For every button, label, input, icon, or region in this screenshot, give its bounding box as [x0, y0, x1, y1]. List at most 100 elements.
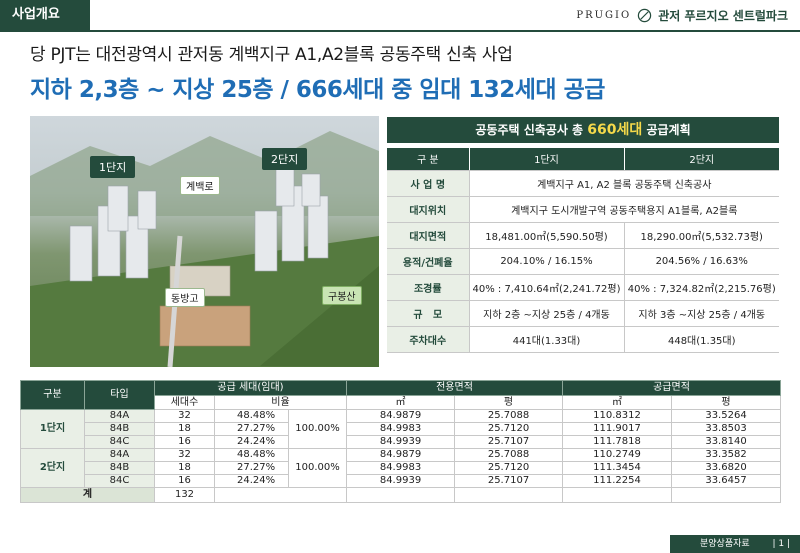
footer-label: 분양상품자료: [670, 535, 800, 553]
plan-value-merged: 계백지구 도시개발구역 공동주택용지 A1블록, A2블록: [469, 196, 779, 223]
plan-value-block1: 204.10% / 16.15%: [469, 248, 625, 275]
unit-sup-pyeong: 33.3582: [671, 448, 782, 462]
brand-name: 관저 푸르지오 센트럴파크: [658, 9, 788, 23]
plan-label: 조경률: [387, 274, 470, 301]
unit-type: 84A: [84, 409, 155, 423]
unit-ex-pyeong: 25.7120: [454, 422, 564, 436]
aerial-illustration: [30, 131, 379, 367]
unit-ex-sqm: 84.9939: [346, 474, 456, 488]
table-row: 1단지 84A 32 48.48% 100.00% 84.9879 25.708…: [20, 409, 782, 449]
unit-sup-pyeong: 33.5264: [671, 409, 782, 423]
unit-total-label: 계: [20, 487, 155, 503]
top-bar: 사업개요 PRUGIO 관저 푸르지오 센트럴파크: [0, 0, 800, 30]
brand-logo: PRUGIO: [576, 10, 632, 21]
plan-row-scale: 규 모 지하 2층 ~지상 25층 / 4개동 지하 3층 ~지상 25층 / …: [387, 300, 779, 327]
table-row: 84C 16 24.24% 84.9939 25.7107 111.2254 3…: [21, 474, 782, 488]
unit-ex-pyeong: 25.7120: [454, 461, 564, 475]
supply-plan-table: 구 분 1단지 2단지 사 업 명 계백지구 A1, A2 블록 공동주택 신축…: [387, 148, 779, 353]
unit-ex-pyeong: 25.7088: [454, 409, 564, 423]
unit-ex-sqm: 84.9879: [346, 409, 456, 423]
plan-row-project-name: 사 업 명 계백지구 A1, A2 블록 공동주택 신축공사: [387, 170, 779, 197]
plan-label: 주차대수: [387, 326, 470, 353]
plan-value-block2: 지하 3층 ~지상 25층 / 4개동: [624, 300, 779, 327]
unit-sup-sqm: 110.2749: [562, 448, 673, 462]
unit-subheader-households: 세대수: [154, 395, 215, 410]
unit-group-block2: 2단지: [20, 448, 85, 488]
unit-count: 18: [154, 461, 215, 475]
unit-ratio: 27.27%: [214, 461, 289, 475]
unit-header-type: 타입: [84, 380, 155, 410]
road-label: 계백로: [180, 176, 220, 195]
unit-total-empty: [671, 487, 782, 503]
plan-row-landscape: 조경률 40% : 7,410.64㎡(2,241.72평) 40% : 7,3…: [387, 274, 779, 301]
unit-ratio: 24.24%: [214, 474, 289, 488]
plan-row-location: 대지위치 계백지구 도시개발구역 공동주택용지 A1블록, A2블록: [387, 196, 779, 223]
unit-sup-sqm: 111.9017: [562, 422, 673, 436]
unit-subtotal-ratio: 100.00%: [287, 409, 348, 449]
plan-label: 사 업 명: [387, 170, 470, 197]
unit-ex-sqm: 84.9879: [346, 448, 456, 462]
unit-subheader-row: 세대수 비율 ㎡ 평 ㎡ 평: [21, 395, 782, 410]
school-label: 동방고: [165, 288, 205, 307]
headline-scale: 지하 2,3층 ~ 지상 25층 / 666세대 중 임대 132세대 공급: [30, 77, 605, 103]
plan-value-merged: 계백지구 A1, A2 블록 공동주택 신축공사: [469, 170, 779, 197]
unit-type: 84B: [84, 461, 155, 475]
unit-total-empty: [346, 487, 456, 503]
unit-area-table: 구분 타입 공급 세대(임대) 전용면적 공급면적 세대수 비율 ㎡ 평 ㎡ 평…: [20, 380, 782, 503]
unit-sup-sqm: 111.3454: [562, 461, 673, 475]
plan-label: 규 모: [387, 300, 470, 327]
plan-value-block2: 204.56% / 16.63%: [624, 248, 779, 275]
unit-ex-sqm: 84.9983: [346, 461, 456, 475]
section-title: 사업개요: [0, 0, 90, 30]
plan-value-block2: 448대(1.35대): [624, 326, 779, 353]
unit-sup-sqm: 111.7818: [562, 435, 673, 449]
plan-title: 공동주택 신축공사 총 660세대 공급계획: [387, 117, 779, 143]
unit-count: 16: [154, 474, 215, 488]
plan-title-prefix: 공동주택 신축공사 총: [475, 123, 584, 137]
unit-subheader-ex-sqm: ㎡: [346, 395, 456, 410]
plan-row-parking: 주차대수 441대(1.33대) 448대(1.35대): [387, 326, 779, 353]
unit-subheader-sup-sqm: ㎡: [562, 395, 673, 410]
table-row: 84C 16 24.24% 84.9939 25.7107 111.7818 3…: [21, 435, 782, 449]
headline-project: 당 PJT는 대전광역시 관저동 계백지구 A1,A2블록 공동주택 신축 사업: [30, 45, 513, 65]
unit-ratio: 48.48%: [214, 409, 289, 423]
plan-value-block1: 441대(1.33대): [469, 326, 625, 353]
unit-type: 84C: [84, 474, 155, 488]
unit-ex-pyeong: 25.7107: [454, 435, 564, 449]
table-row: 2단지 84A 32 48.48% 100.00% 84.9879 25.708…: [20, 448, 782, 488]
plan-header-row: 구 분 1단지 2단지: [387, 148, 779, 171]
unit-ratio: 24.24%: [214, 435, 289, 449]
unit-count: 32: [154, 448, 215, 462]
plan-value-block1: 40% : 7,410.64㎡(2,241.72평): [469, 274, 625, 301]
unit-sup-sqm: 110.8312: [562, 409, 673, 423]
page-number: | 1 |: [772, 539, 790, 549]
unit-total-count: 132: [154, 487, 215, 503]
brand: PRUGIO 관저 푸르지오 센트럴파크: [576, 7, 788, 24]
unit-count: 16: [154, 435, 215, 449]
table-row: 84B 18 27.27% 84.9983 25.7120 111.3454 3…: [21, 461, 782, 475]
footer: 분양상품자료 | 1 |: [0, 535, 800, 553]
unit-subheader-ex-pyeong: 평: [454, 395, 564, 410]
unit-type: 84C: [84, 435, 155, 449]
plan-header-category: 구 분: [387, 148, 470, 171]
plan-header-block1: 1단지: [469, 148, 625, 171]
unit-subheader-sup-pyeong: 평: [671, 395, 782, 410]
plan-value-block1: 18,481.00㎡(5,590.50평): [469, 222, 625, 249]
unit-ex-sqm: 84.9939: [346, 435, 456, 449]
block2-label: 2단지: [262, 148, 308, 170]
plan-title-suffix: 공급계획: [646, 123, 691, 137]
unit-header-row: 구분 타입 공급 세대(임대) 전용면적 공급면적: [20, 380, 782, 410]
unit-ratio: 27.27%: [214, 422, 289, 436]
brand-leaf-icon: [638, 8, 652, 23]
unit-header-supply: 공급 세대(임대): [153, 380, 348, 396]
unit-subheader-ratio: 비율: [213, 395, 348, 410]
plan-row-site-area: 대지면적 18,481.00㎡(5,590.50평) 18,290.00㎡(5,…: [387, 222, 779, 249]
unit-header-group: 구분: [20, 380, 85, 410]
unit-type: 84B: [84, 422, 155, 436]
unit-ex-pyeong: 25.7088: [454, 448, 564, 462]
plan-label: 대지면적: [387, 222, 470, 249]
unit-total-empty: [454, 487, 564, 503]
unit-header-supply-area: 공급면적: [562, 380, 782, 396]
table-row: 84B 18 27.27% 84.9983 25.7120 111.9017 3…: [21, 422, 782, 436]
plan-title-highlight: 660세대: [587, 122, 643, 138]
